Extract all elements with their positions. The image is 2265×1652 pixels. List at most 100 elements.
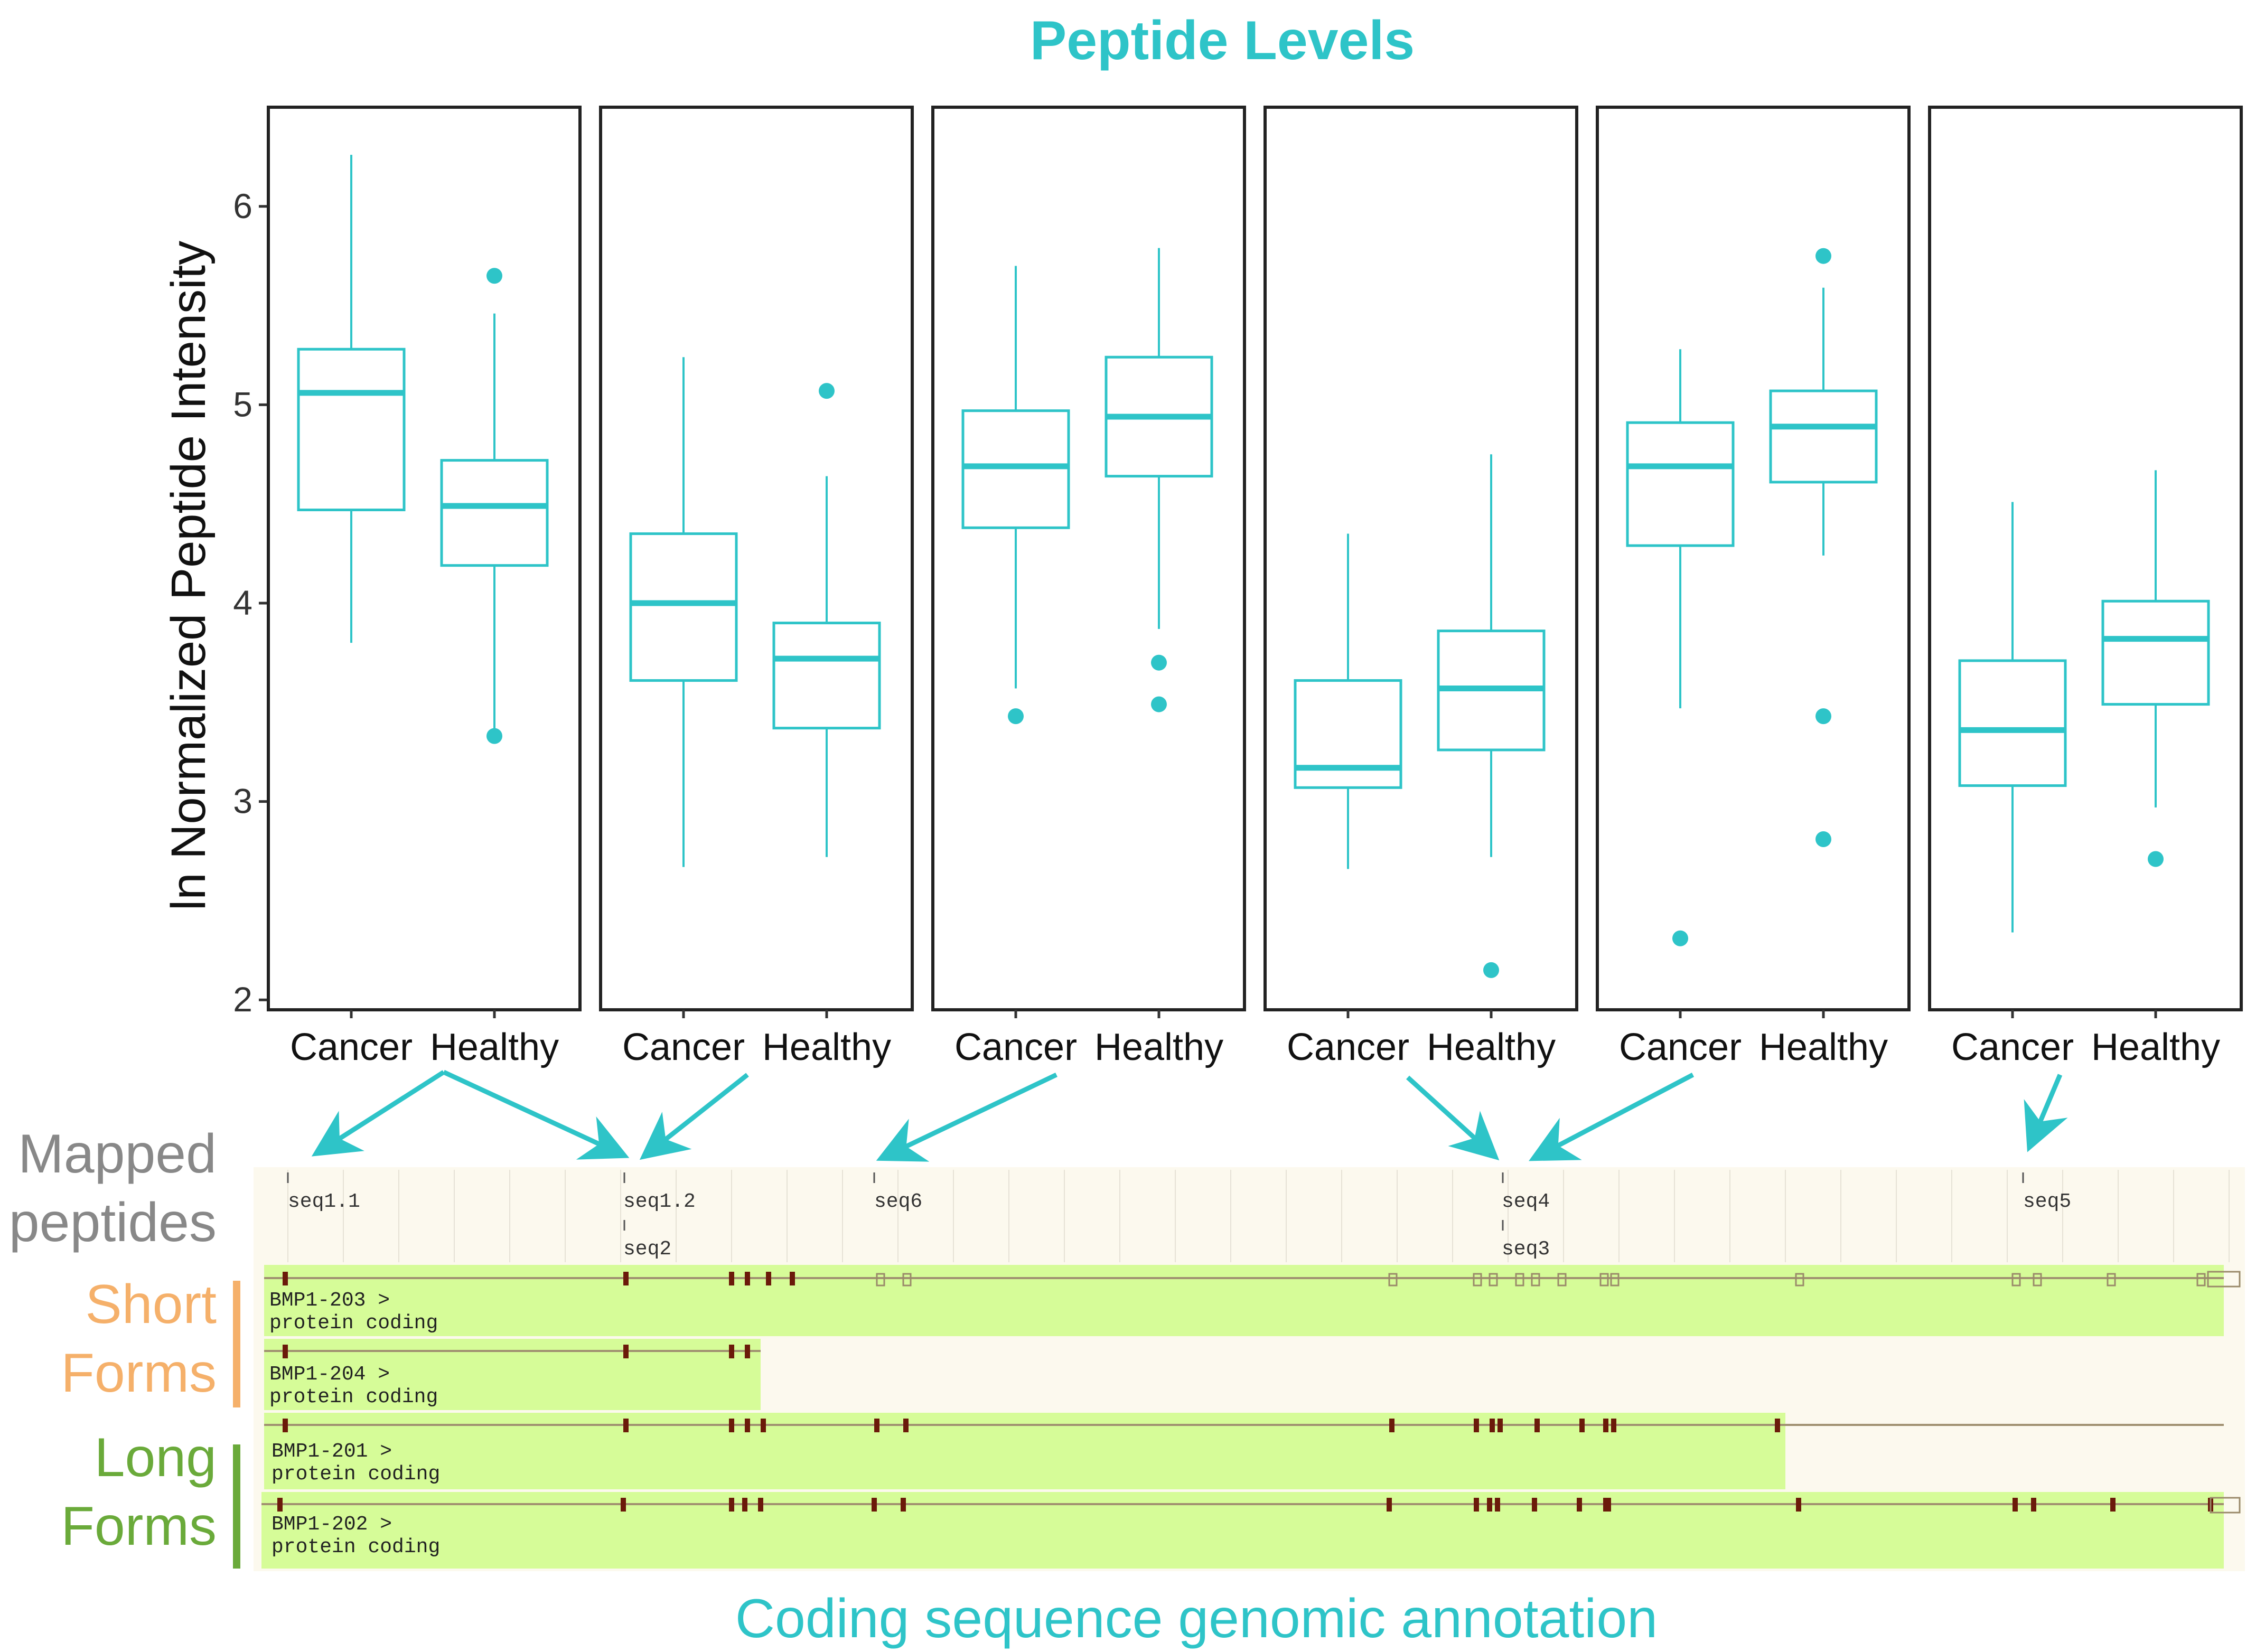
mapping-arrows (311, 1069, 2068, 1162)
box (2101, 599, 2210, 706)
mapped-peptides-text: Mapped peptides (9, 1123, 217, 1253)
exon (872, 1498, 877, 1512)
transcript-type: protein coding (269, 1386, 438, 1409)
exon (623, 1419, 629, 1432)
seq-label: seq5 (2023, 1190, 2071, 1213)
exon (2013, 1498, 2018, 1512)
annotation-caption: Coding sequence genomic annotation (735, 1588, 1658, 1649)
genome-annotation: seq1.1 seq1.2 seq2 seq6 seq4 seq3 seq5 B… (254, 1167, 2245, 1571)
boxplot-panels: Cancer Healthy Cancer Healthy Cancer Healthy C… (267, 106, 2243, 1068)
exon-outline (1557, 1273, 1567, 1287)
exon (283, 1419, 288, 1432)
transcript-type: protein coding (272, 1463, 440, 1486)
outlier-point (486, 268, 502, 284)
exon (1495, 1498, 1500, 1512)
outlier-point (1672, 930, 1688, 946)
chart-title: Peptide Levels (1030, 10, 1415, 71)
intron-lines (261, 1277, 2224, 1505)
outlier-point (486, 728, 502, 744)
box (629, 532, 738, 682)
outlier-point (1815, 831, 1831, 847)
y-axis-label: ln Normalized Peptide Intensity (162, 241, 216, 911)
y-tick-label: 6 (233, 186, 252, 226)
exon-outline (1795, 1273, 1804, 1287)
label-line: Mapped (18, 1123, 217, 1185)
exon (1487, 1498, 1492, 1512)
box (961, 409, 1070, 529)
outlier-point (1151, 696, 1167, 712)
transcript-name: BMP1-204 > (269, 1363, 390, 1386)
exon-outline (902, 1273, 912, 1287)
exon (729, 1272, 734, 1285)
seq-label: seq6 (874, 1190, 922, 1213)
transcript-type: protein coding (269, 1312, 438, 1335)
x-tick-label: Healthy (2091, 1026, 2220, 1068)
label-line: Forms (61, 1496, 217, 1557)
exon (1490, 1419, 1495, 1432)
exon (729, 1345, 734, 1358)
exon (1579, 1419, 1585, 1432)
exon (742, 1498, 747, 1512)
exon (761, 1419, 766, 1432)
outlier-point (1151, 654, 1167, 671)
exon-outline (1599, 1273, 1609, 1287)
exon-outline (876, 1273, 885, 1287)
seq-label: seq1.2 (623, 1190, 696, 1213)
exon-outline (1531, 1273, 1540, 1287)
track-gridlines (287, 1170, 2230, 1262)
x-tick-label: Cancer (622, 1026, 745, 1068)
panel-frame (1263, 106, 1578, 1011)
exon (1389, 1419, 1394, 1432)
box (1958, 659, 2067, 787)
exon (729, 1498, 734, 1512)
exon (1532, 1498, 1537, 1512)
exon (1577, 1498, 1582, 1512)
exon (766, 1272, 771, 1285)
exon (623, 1345, 629, 1358)
short-forms-text: Short Forms (61, 1274, 217, 1404)
exon (758, 1498, 763, 1512)
exon (623, 1272, 629, 1285)
exon (1474, 1498, 1479, 1512)
x-tick-label: Cancer (954, 1026, 1077, 1068)
x-tick-label: Cancer (1287, 1026, 1409, 1068)
x-tick-label: Healthy (762, 1026, 891, 1068)
exon-outline (2210, 1497, 2241, 1514)
label-line: peptides (9, 1192, 217, 1253)
exon (874, 1419, 879, 1432)
transcript-name: BMP1-203 > (269, 1289, 390, 1312)
label-line: Forms (61, 1343, 217, 1404)
exon-outline (1610, 1273, 1620, 1287)
exon (283, 1272, 288, 1285)
transcript-type: protein coding (272, 1536, 440, 1559)
exon (1606, 1498, 1611, 1512)
arrow (2024, 1074, 2068, 1152)
exon (621, 1498, 626, 1512)
exon (729, 1419, 734, 1432)
box (772, 622, 881, 730)
seq-label: seq4 (1502, 1190, 1550, 1213)
x-tick-label: Healthy (1094, 1026, 1223, 1068)
exon (790, 1272, 795, 1285)
label-line: Short (85, 1274, 217, 1335)
exon (1796, 1498, 1801, 1512)
y-axis: 2 3 4 5 6 (233, 186, 268, 1019)
exon-outline (2196, 1273, 2206, 1287)
exon (2031, 1498, 2036, 1512)
panel-frame (1928, 106, 2243, 1011)
exon (901, 1498, 906, 1512)
exon (1611, 1419, 1616, 1432)
arrow (311, 1070, 445, 1157)
exon (283, 1345, 288, 1358)
transcript-block (264, 1265, 2224, 1336)
y-tick-label: 5 (233, 384, 252, 424)
exon (745, 1419, 750, 1432)
exon-outline (2207, 1271, 2241, 1288)
exon-outline (2033, 1273, 2042, 1287)
outlier-point (1483, 962, 1499, 978)
box (440, 459, 549, 567)
transcript-labels: BMP1-203 > protein coding BMP1-204 > pro… (269, 1289, 440, 1559)
x-tick-label: Healthy (1427, 1026, 1556, 1068)
y-tick-label: 2 (233, 980, 252, 1019)
box (1769, 389, 1878, 484)
